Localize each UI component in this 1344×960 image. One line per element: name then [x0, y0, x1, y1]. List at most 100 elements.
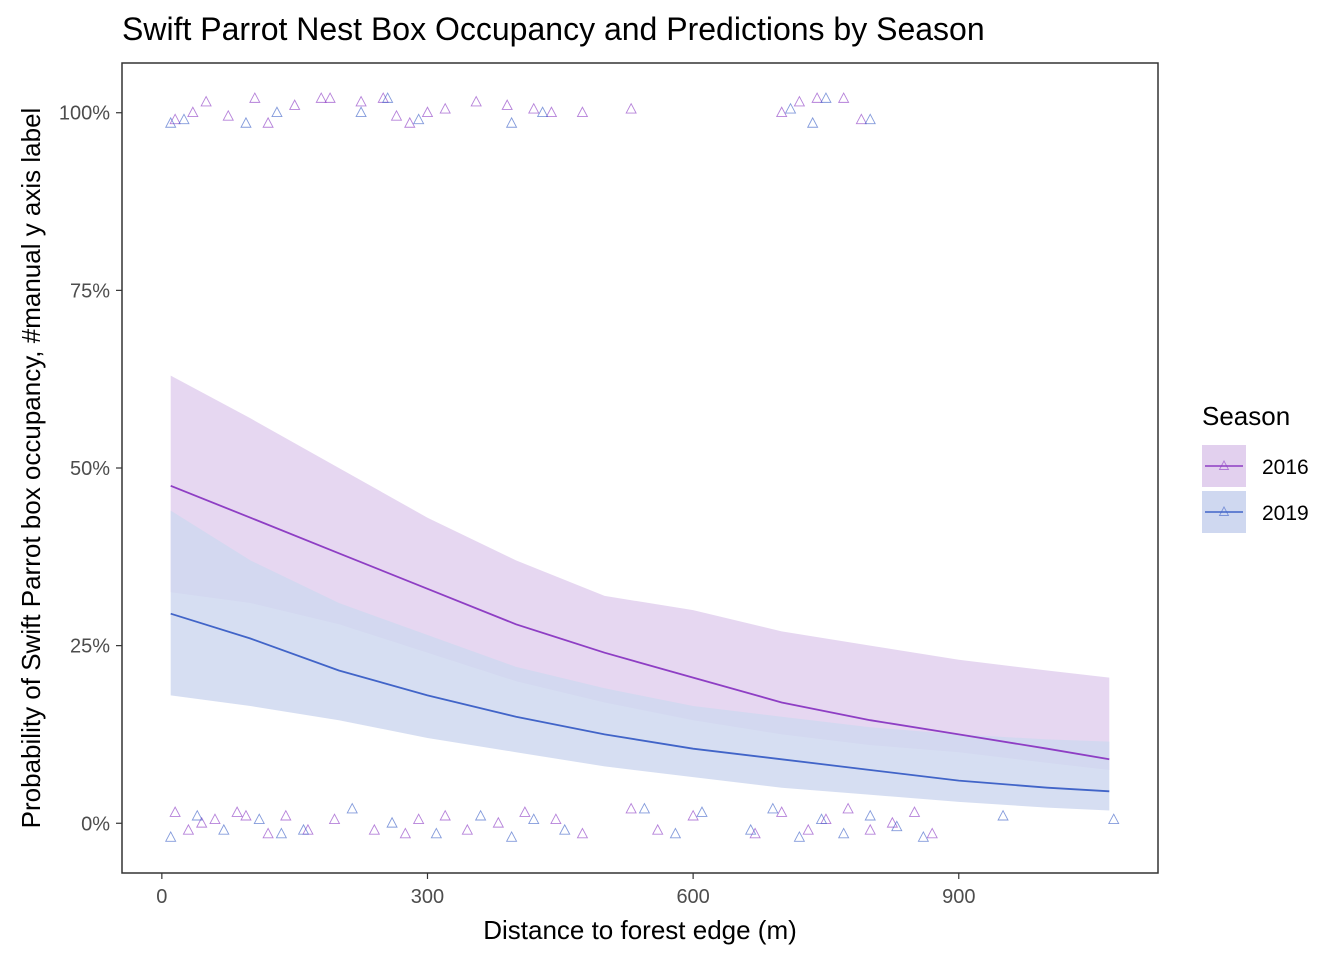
point-2016 [390, 109, 403, 121]
point-2019 [917, 831, 930, 842]
point-2016 [280, 809, 292, 821]
point-2019 [165, 831, 177, 842]
point-2019 [275, 827, 288, 839]
point-2019 [1108, 813, 1120, 825]
legend-title: Season [1202, 401, 1290, 431]
point-2019 [430, 827, 443, 839]
point-2019 [559, 823, 571, 835]
point-2019 [412, 113, 425, 125]
legend-key-point-2016 [1218, 460, 1230, 470]
point-2016 [195, 816, 208, 828]
y-tick-label: 25% [70, 636, 110, 658]
point-2019 [767, 802, 779, 814]
point-2016 [886, 816, 899, 828]
point-2016 [470, 95, 482, 107]
point-2016 [545, 106, 558, 118]
point-2016 [288, 99, 301, 110]
point-2016 [222, 109, 234, 121]
point-2019 [820, 92, 832, 103]
point-2019 [864, 113, 876, 125]
point-2019 [793, 831, 806, 842]
point-2016 [926, 827, 938, 839]
point-2016 [855, 113, 868, 125]
point-2016 [315, 92, 327, 103]
point-2016 [775, 106, 788, 118]
y-tick-label: 100% [59, 103, 110, 125]
point-2016 [749, 827, 761, 839]
fit-line-2019 [170, 612, 1110, 793]
point-2016 [328, 813, 341, 825]
point-2016 [864, 823, 876, 835]
point-2016 [492, 816, 505, 828]
plot-area [121, 62, 1159, 874]
point-2019 [891, 820, 903, 832]
point-2019 [346, 802, 358, 814]
point-2016 [528, 102, 540, 114]
legend: Season 2016 2019 [1202, 401, 1309, 533]
x-tick-label: 300 [411, 886, 444, 908]
point-2016 [439, 102, 451, 114]
point-2016 [842, 802, 854, 814]
point-2019 [191, 809, 203, 821]
ribbon-2019 [170, 510, 1110, 811]
point-2019 [505, 831, 518, 842]
point-2016 [404, 116, 416, 128]
point-2019 [218, 823, 230, 835]
point-2016 [262, 116, 274, 128]
point-2016 [837, 92, 850, 103]
point-2016 [576, 827, 589, 839]
point-2016 [625, 802, 637, 814]
point-2019 [381, 92, 394, 103]
point-2016 [169, 113, 181, 125]
observation-points [165, 92, 1120, 842]
point-2016 [240, 809, 252, 821]
point-2019 [474, 809, 487, 821]
point-2016 [399, 827, 412, 839]
point-2019 [837, 827, 850, 839]
point-2016 [169, 806, 181, 817]
y-tick-label: 75% [70, 280, 110, 302]
point-2016 [355, 95, 367, 107]
point-2016 [687, 809, 699, 821]
fit-line-2016 [170, 484, 1110, 761]
point-2016 [908, 806, 921, 817]
point-2016 [501, 99, 513, 110]
point-2019 [696, 806, 708, 817]
point-2019 [178, 113, 190, 125]
point-2016 [187, 106, 199, 118]
point-2016 [262, 827, 274, 839]
point-2016 [412, 813, 425, 825]
point-2016 [652, 823, 664, 835]
point-2016 [775, 806, 788, 817]
point-2019 [864, 809, 876, 821]
point-2016 [182, 823, 195, 835]
point-2019 [806, 116, 819, 128]
point-2016 [811, 92, 823, 103]
point-2019 [528, 813, 540, 825]
point-2019 [386, 816, 398, 828]
point-2016 [421, 106, 434, 118]
point-2016 [200, 95, 212, 107]
legend-label-2016: 2016 [1262, 456, 1309, 479]
ribbon-2016 [170, 375, 1110, 770]
point-2016 [231, 806, 243, 817]
y-axis: 0% 25% 50% 75% 100% [59, 103, 122, 835]
legend-key-point-2019 [1218, 506, 1230, 516]
point-2016 [461, 823, 474, 835]
point-2019 [669, 827, 682, 839]
point-2016 [439, 809, 451, 821]
point-2019 [253, 813, 265, 825]
point-2016 [793, 95, 806, 107]
chart-title: Swift Parrot Nest Box Occupancy and Pred… [122, 11, 985, 47]
point-2016 [625, 102, 637, 114]
point-2019 [638, 802, 651, 814]
point-2019 [165, 116, 177, 128]
point-2019 [536, 106, 549, 118]
x-tick-label: 600 [676, 886, 709, 908]
point-2016 [519, 806, 531, 817]
point-2016 [209, 813, 221, 825]
legend-label-2019: 2019 [1262, 502, 1309, 525]
point-2016 [368, 823, 381, 835]
point-2016 [249, 92, 261, 103]
point-2019 [784, 102, 797, 114]
